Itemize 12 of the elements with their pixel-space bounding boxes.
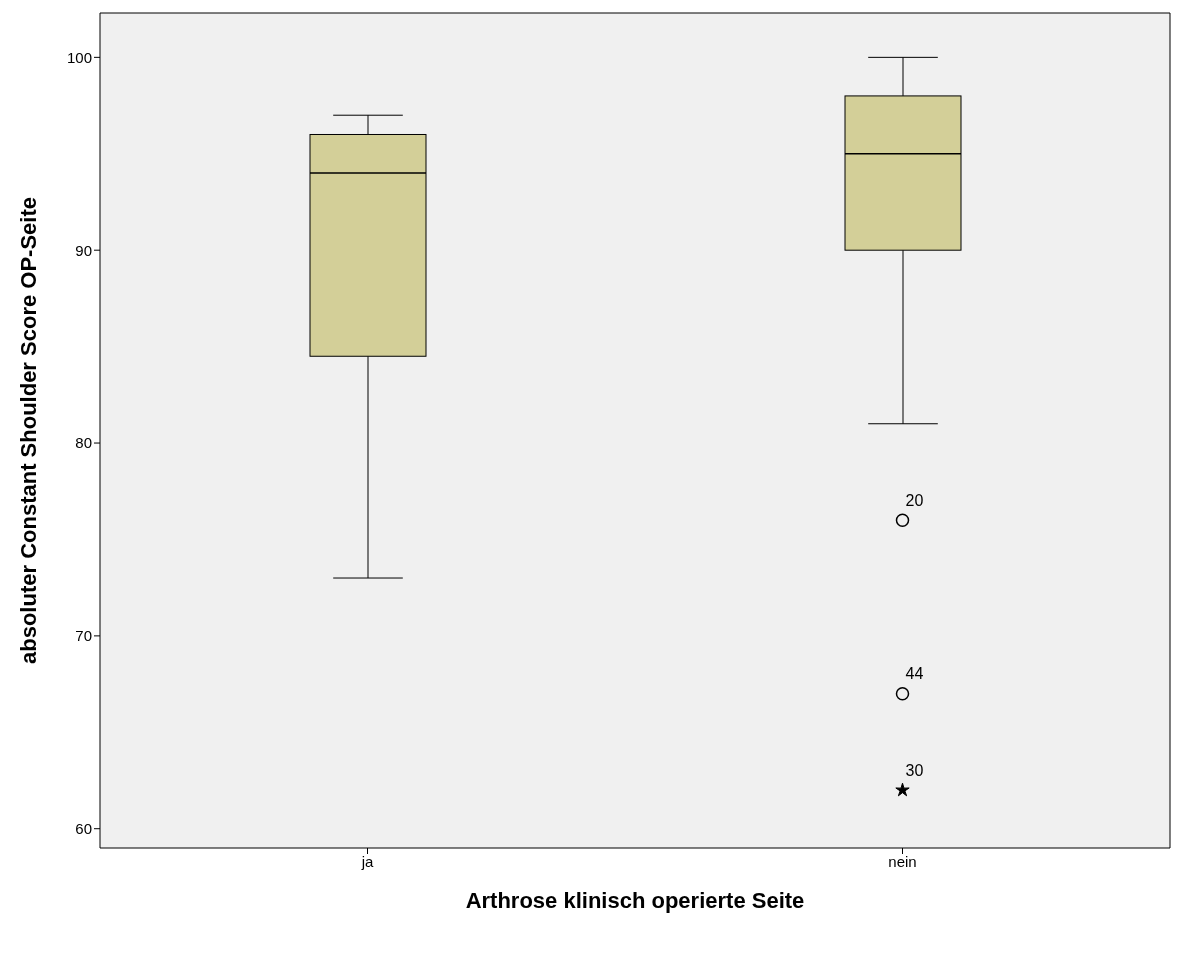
annotation: 30 [905,761,924,779]
y-tick-label: 60 [75,820,92,838]
y-tick-label: 70 [75,627,92,645]
y-axis-title: absoluter Constant Shoulder Score OP-Seite [15,197,41,664]
annotation: 44 [905,665,924,683]
x-axis-title: Arthrose klinisch operierte Seite [465,888,805,913]
y-tick-label: 100 [66,48,92,66]
y-tick-label: 90 [75,241,92,259]
y-tick-label: 80 [75,434,92,452]
x-tick-label: nein [888,852,917,870]
annotation: 20 [905,491,924,509]
x-tick-label: ja [360,852,374,870]
